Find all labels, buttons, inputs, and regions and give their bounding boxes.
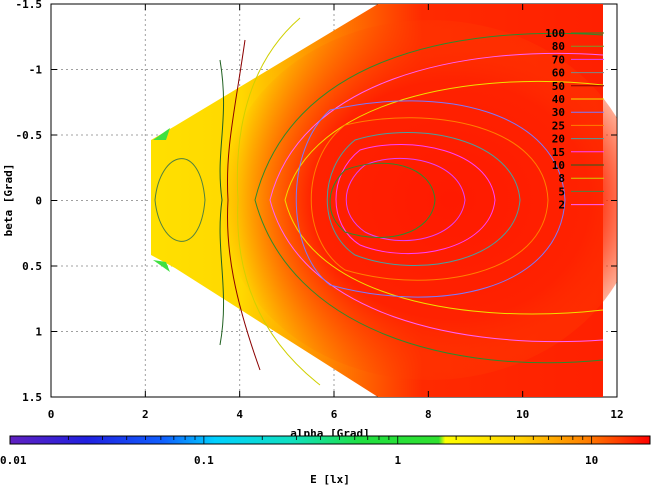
contour-15	[254, 32, 604, 364]
low-edge-patch-top	[153, 128, 170, 140]
contour-5	[219, 59, 225, 346]
contour-30	[295, 100, 566, 298]
legend-label: 100	[545, 27, 565, 40]
core-region	[220, 20, 617, 380]
contour-40	[310, 117, 549, 281]
legend-label: 50	[552, 80, 565, 93]
contour-100	[329, 162, 436, 238]
legend-label: 5	[558, 185, 565, 198]
contour-lines	[154, 17, 604, 386]
colorbar-tick-label: 0.01	[0, 454, 27, 467]
legend-label: 25	[552, 119, 565, 132]
data-field	[151, 4, 617, 397]
x-tick-label: 4	[236, 408, 243, 421]
contour-10	[236, 17, 321, 386]
y-tick-label: -1.5	[16, 0, 43, 11]
legend-label: 10	[552, 159, 565, 172]
contour-8	[226, 39, 261, 371]
low-edge-patch-bottom	[153, 260, 170, 272]
legend-label: 40	[552, 93, 565, 106]
contour-2	[154, 158, 206, 242]
legend-label: 60	[552, 67, 565, 80]
colorbar-label: E [lx]	[310, 473, 350, 486]
x-tick-label: 0	[48, 408, 55, 421]
x-tick-label: 6	[331, 408, 338, 421]
contour-25	[284, 80, 604, 315]
contour-70	[345, 158, 466, 242]
y-axis-ticks: -1.5 -1 -0.5 0 0.5 1 1.5	[16, 0, 617, 404]
colorbar-tick-label: 10	[585, 454, 598, 467]
colorbar-gradient	[9, 435, 651, 445]
y-tick-label: -1	[29, 64, 43, 77]
y-tick-label: 1	[35, 326, 42, 339]
y-tick-label: 0.5	[22, 260, 42, 273]
y-tick-label: -0.5	[16, 129, 43, 142]
legend-label: 30	[552, 106, 565, 119]
legend-label: 20	[552, 133, 565, 146]
y-tick-label: 1.5	[22, 391, 42, 404]
y-tick-label: 0	[35, 195, 42, 208]
x-axis-ticks: 0 2 4 6 8 10 12	[48, 4, 624, 421]
legend-label: 8	[558, 172, 565, 185]
contour-60	[335, 144, 496, 255]
contour-50	[326, 132, 521, 266]
x-tick-label: 8	[425, 408, 432, 421]
colorbar: 0.01 0.1 1 10 E [lx]	[0, 435, 651, 486]
legend-label: 15	[552, 146, 565, 159]
x-tick-label: 2	[142, 408, 149, 421]
x-tick-label: 12	[610, 408, 623, 421]
legend-label: 2	[558, 199, 565, 212]
x-tick-label: 10	[516, 408, 529, 421]
colorbar-ticks: 0.01 0.1 1 10	[0, 436, 651, 467]
legend-label: 80	[552, 40, 565, 53]
y-axis-label: beta [Grad]	[2, 164, 15, 237]
colorbar-tick-label: 0.1	[194, 454, 214, 467]
colorbar-tick-label: 1	[394, 454, 401, 467]
legend-label: 70	[552, 53, 565, 66]
contour-20	[269, 52, 604, 343]
